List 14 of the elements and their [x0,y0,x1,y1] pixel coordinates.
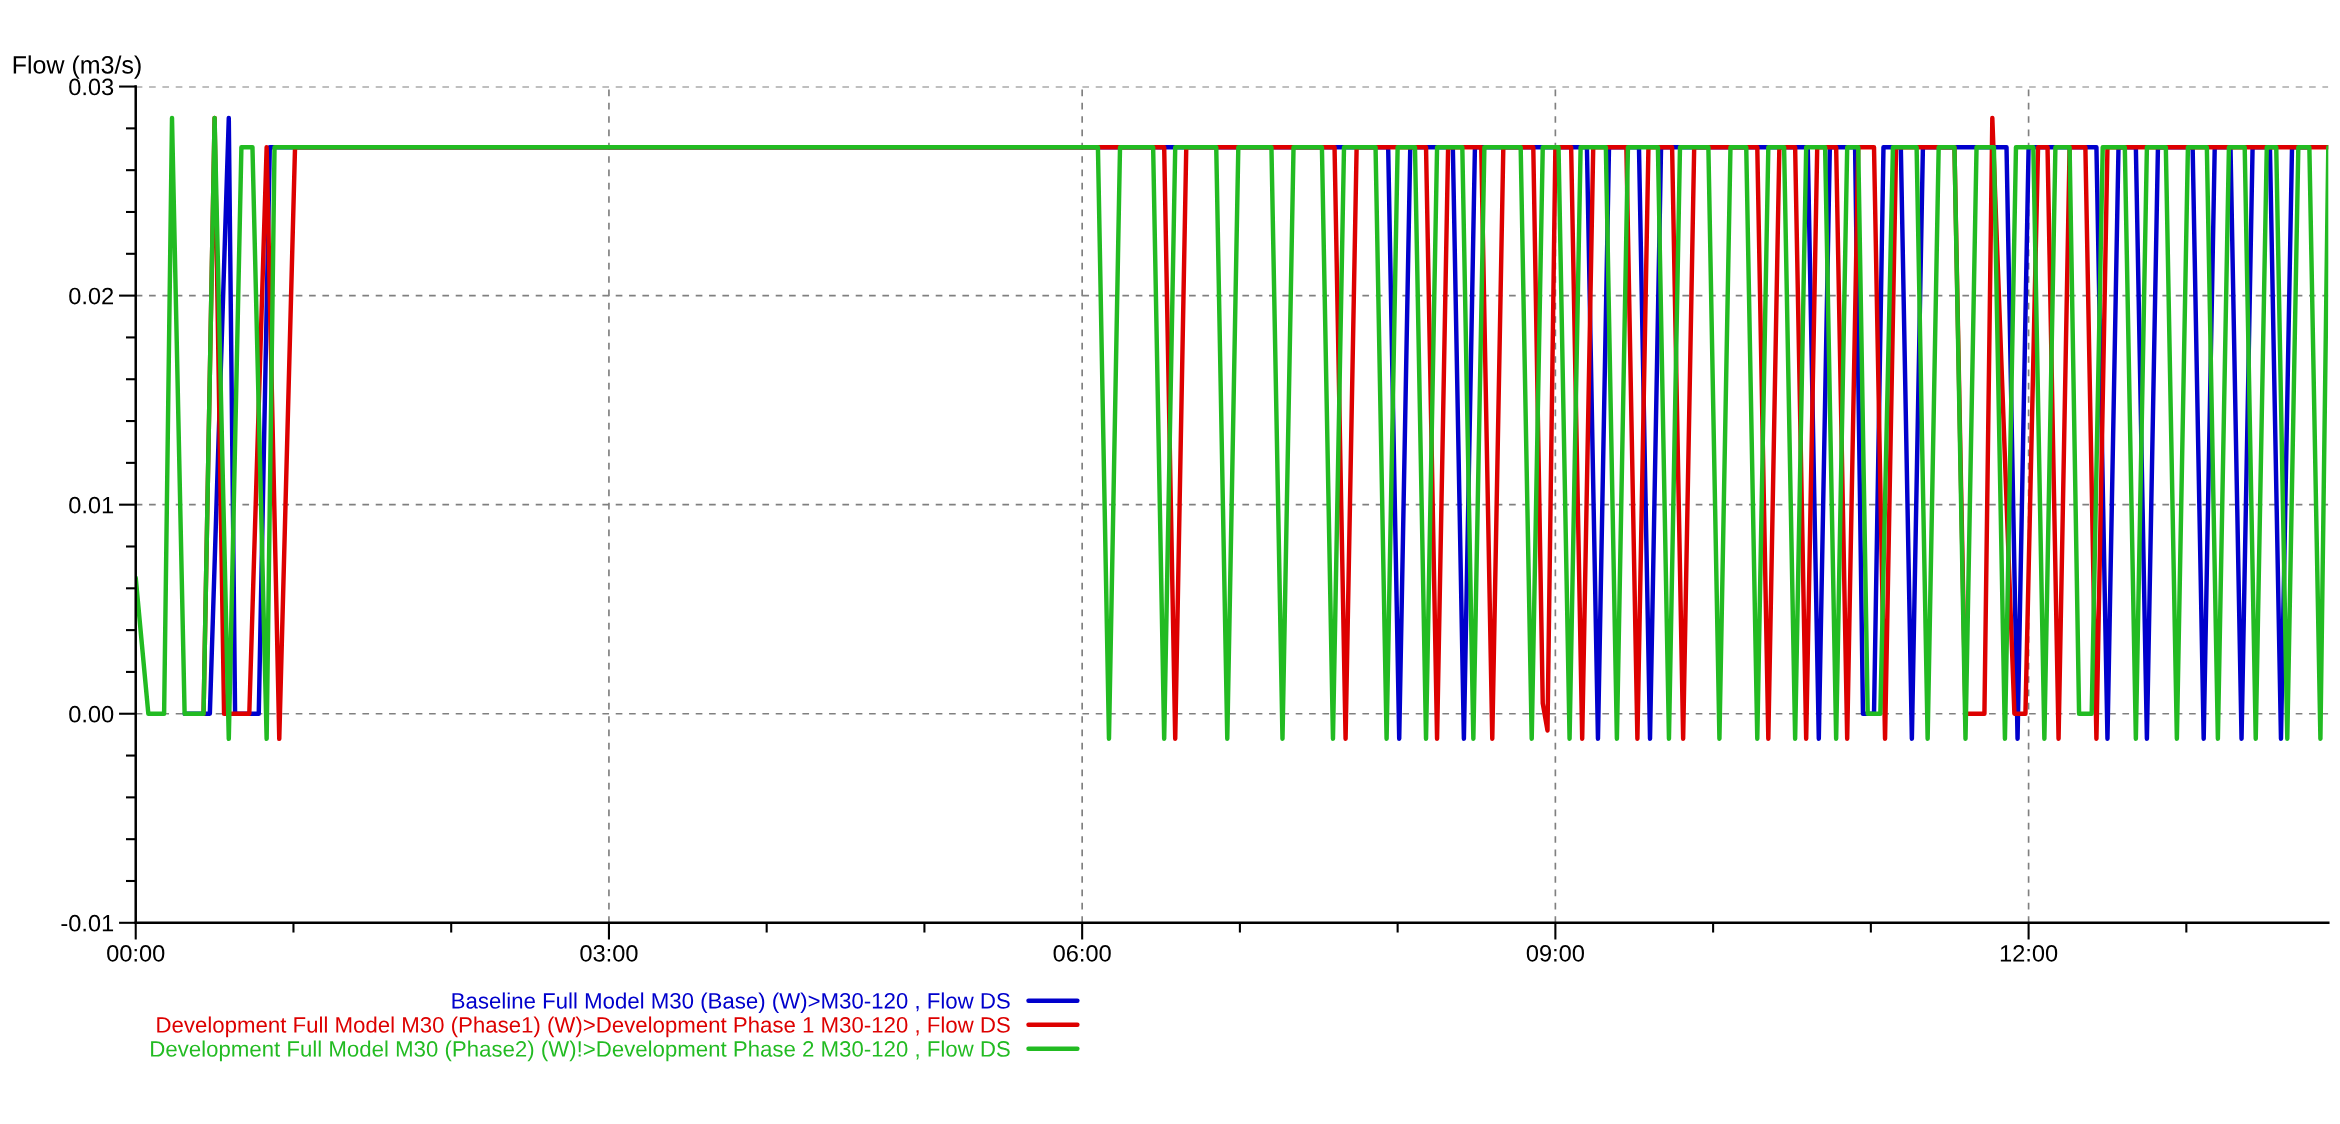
y-tick-label: -0.01 [61,914,114,932]
y-tick-label: 0.03 [69,78,114,96]
x-tick-label: 06:00 [1053,944,1111,962]
legend-label: Development Full Model M30 (Phase1) (W)>Development Phase 1 M30-120 , Flow DS [157,1016,1010,1038]
x-tick-label: 03:00 [580,944,638,962]
y-tick-label: 0.02 [69,287,114,305]
legend-label: Baseline Full Model M30 (Base) (W)>M30-120 , Flow DS [452,992,1010,1014]
x-tick-label: 09:00 [1526,944,1584,962]
y-axis-title: Flow (m3/s) [13,55,141,79]
y-tick-label: 0.01 [69,496,114,514]
x-tick-label: 00:00 [107,944,165,962]
legend-label: Development Full Model M30 (Phase2) (W)!>Development Phase 2 M30-120 , Flow DS [151,1040,1010,1062]
y-tick-label: 0.00 [69,705,114,723]
x-tick-label: 12:00 [2000,944,2058,962]
